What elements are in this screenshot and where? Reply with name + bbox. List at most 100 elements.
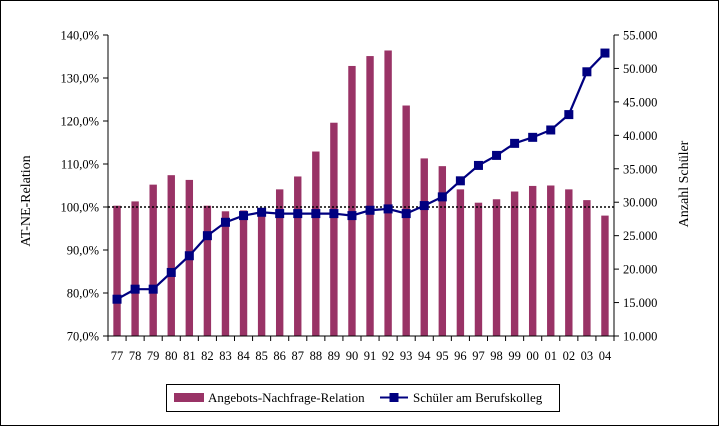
bar-88 (312, 151, 320, 336)
x-tick-label: 91 (364, 349, 377, 363)
line-point-90 (347, 211, 357, 221)
axes-layer (103, 34, 619, 341)
x-tick-label: 04 (599, 349, 612, 363)
y-left-tick-label: 140,0% (60, 29, 99, 43)
y-right-tick-label: 55.000 (623, 29, 657, 43)
line-point-77 (112, 294, 122, 304)
y-left-tick-label: 100,0% (60, 201, 99, 215)
x-tick-label: 96 (454, 349, 467, 363)
y-right-tick-label: 40.000 (623, 129, 657, 143)
line-point-84 (239, 211, 249, 221)
line-point-87 (293, 209, 303, 219)
bar-90 (348, 65, 356, 337)
y-left-tick-label: 120,0% (60, 115, 99, 129)
bar-03 (583, 200, 591, 336)
line-point-04 (600, 48, 610, 58)
legend-label-bars: Angebots-Nachfrage-Relation (208, 390, 365, 405)
x-tick-label: 80 (165, 349, 178, 363)
x-tick-label: 00 (526, 349, 539, 363)
line-point-02 (564, 110, 574, 120)
bar-01 (547, 185, 555, 336)
line-point-93 (401, 209, 411, 219)
y-right-tick-label: 45.000 (623, 95, 657, 109)
line-point-78 (130, 284, 140, 294)
legend-label-line: Schüler am Berufskolleg (413, 390, 543, 405)
x-tick-label: 89 (328, 349, 341, 363)
line-point-85 (257, 207, 267, 217)
bar-79 (149, 184, 157, 336)
line-point-89 (329, 209, 339, 219)
y-right-tick-label: 15.000 (623, 296, 657, 310)
legend-box (166, 384, 560, 412)
y-right-tick-label: 10.000 (623, 330, 657, 344)
y-axis-right-title: Anzahl Schüler (677, 140, 692, 227)
x-tick-label: 03 (581, 349, 594, 363)
line-point-79 (148, 284, 158, 294)
bar-85 (257, 212, 266, 336)
legend: Angebots-Nachfrage-Relation Schüler am B… (166, 384, 560, 412)
y-right-tick-label: 25.000 (623, 229, 657, 243)
x-tick-label: 85 (255, 349, 268, 363)
line-point-97 (473, 160, 483, 170)
bar-78 (131, 201, 139, 336)
legend-swatch-bars (174, 393, 204, 402)
line-point-86 (275, 209, 285, 219)
line-point-83 (220, 217, 230, 227)
bar-94 (420, 158, 428, 336)
bar-92 (384, 50, 392, 336)
bars-layer (113, 50, 609, 337)
line-point-92 (383, 204, 393, 214)
x-tick-label: 99 (508, 349, 521, 363)
x-tick-label: 83 (219, 349, 232, 363)
line-point-03 (582, 67, 592, 77)
line-point-01 (546, 125, 556, 135)
y-right-tick-label: 30.000 (623, 196, 657, 210)
bar-97 (474, 202, 483, 336)
y-right-tick-label: 35.000 (623, 162, 657, 176)
bar-87 (294, 176, 302, 336)
x-tick-label: 92 (382, 349, 395, 363)
bar-99 (510, 191, 519, 336)
bar-77 (113, 205, 121, 336)
y-right-tick-label: 20.000 (623, 263, 657, 277)
x-tick-label: 79 (147, 349, 160, 363)
bar-82 (203, 205, 212, 336)
x-tick-label: 84 (237, 349, 250, 363)
line-point-88 (311, 209, 321, 219)
bar-89 (330, 122, 338, 336)
x-tick-label: 77 (111, 349, 124, 363)
y-axis-left-title: AT-NE-Relation (19, 155, 34, 246)
line-point-94 (419, 201, 429, 211)
y-left-tick-label: 70,0% (67, 330, 99, 344)
x-tick-label: 97 (472, 349, 485, 363)
bar-84 (239, 210, 248, 336)
line-series-layer (112, 48, 610, 304)
line-point-81 (184, 251, 194, 261)
bar-98 (492, 199, 501, 336)
x-tick-label: 01 (545, 349, 558, 363)
x-tick-label: 87 (292, 349, 305, 363)
bar-91 (366, 56, 374, 336)
bar-04 (601, 215, 609, 336)
line-point-00 (528, 132, 538, 142)
series-line-schueler (116, 52, 606, 301)
x-tick-label: 78 (129, 349, 142, 363)
bar-83 (221, 211, 230, 336)
bar-80 (167, 175, 175, 336)
x-tick-label: 94 (418, 349, 431, 363)
x-tick-label: 98 (490, 349, 503, 363)
x-tick-label: 90 (346, 349, 359, 363)
bar-00 (528, 185, 537, 336)
y-left-tick-label: 110,0% (61, 158, 99, 172)
x-tick-label: 88 (310, 349, 323, 363)
x-tick-label: 95 (436, 349, 449, 363)
y-left-tick-label: 90,0% (67, 244, 99, 258)
x-tick-label: 02 (563, 349, 576, 363)
tick-labels-layer: 70,0% 80,0% 90,0% 100,0% 110,0% 120,0% 130,0% 1… (60, 29, 657, 364)
bar-93 (402, 105, 410, 337)
bar-86 (275, 189, 284, 336)
bar-95 (438, 166, 447, 336)
line-point-98 (492, 150, 502, 160)
